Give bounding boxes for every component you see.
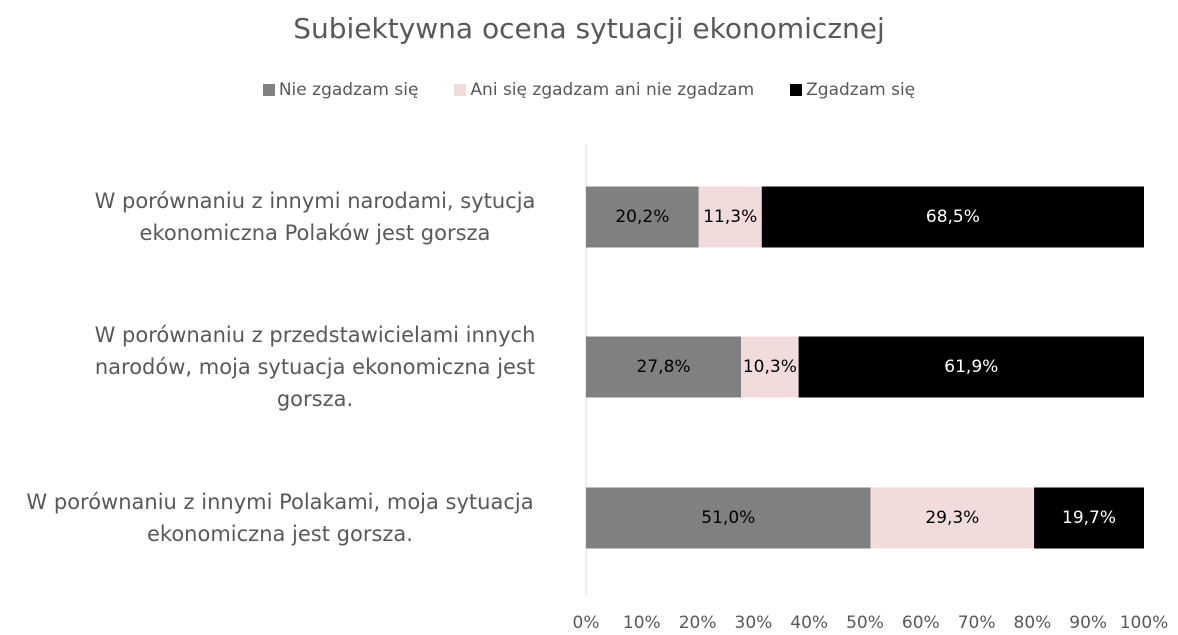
- data-label: 19,7%: [1062, 508, 1116, 528]
- category-label-box: W porównaniu z przedstawicielami innych …: [70, 319, 560, 415]
- bar-segment: [586, 487, 871, 549]
- category-label-box: W porównaniu z innymi narodami, sytucja …: [70, 185, 560, 249]
- data-label: 20,2%: [615, 207, 669, 227]
- legend: Nie zgadzam się Ani się zgadzam ani nie z…: [0, 80, 1178, 100]
- category-label: W porównaniu z innymi narodami, sytucja …: [94, 189, 536, 245]
- category-label: W porównaniu z innymi Polakami, moja syt…: [26, 490, 534, 546]
- data-label: 61,9%: [944, 357, 998, 377]
- category-label-box: W porównaniu z innymi Polakami, moja syt…: [0, 486, 560, 550]
- legend-item: Ani się zgadzam ani nie zgadzam: [454, 80, 754, 100]
- x-tick-label: 60%: [902, 613, 940, 633]
- x-tick-label: 40%: [790, 613, 828, 633]
- bar-segment: [698, 186, 762, 248]
- legend-label: Nie zgadzam się: [278, 80, 419, 100]
- legend-label: Zgadzam się: [806, 80, 916, 100]
- bar-segment: [741, 336, 799, 398]
- data-label: 68,5%: [926, 207, 980, 227]
- x-tick-label: 50%: [846, 613, 884, 633]
- data-label: 29,3%: [925, 508, 979, 528]
- x-tick-label: 30%: [735, 613, 773, 633]
- bar-segment: [586, 186, 699, 248]
- x-tick-label: 90%: [1069, 613, 1107, 633]
- legend-swatch: [790, 84, 803, 96]
- chart-title: Subiektywna ocena sytuacji ekonomicznej: [293, 12, 885, 45]
- data-label: 27,8%: [637, 357, 691, 377]
- bar-segment: [586, 336, 742, 398]
- x-tick-label: 0%: [573, 613, 600, 633]
- x-tick-label: 100%: [1120, 613, 1169, 633]
- category-label: W porównaniu z przedstawicielami innych …: [94, 323, 536, 411]
- x-tick-label: 80%: [1014, 613, 1052, 633]
- bar-segment: [1034, 487, 1144, 549]
- legend-item: Nie zgadzam się: [262, 80, 419, 100]
- legend-item: Zgadzam się: [790, 80, 915, 100]
- x-tick-label: 20%: [679, 613, 717, 633]
- legend-swatch: [262, 84, 275, 96]
- data-label: 11,3%: [703, 207, 757, 227]
- x-tick-label: 10%: [623, 613, 661, 633]
- data-label: 10,3%: [743, 357, 797, 377]
- legend-label: Ani się zgadzam ani nie zgadzam: [470, 80, 755, 100]
- data-label: 51,0%: [701, 508, 755, 528]
- bar-segment: [798, 336, 1144, 398]
- legend-swatch: [454, 84, 467, 96]
- bar-segment: [761, 186, 1144, 248]
- bar-segment: [870, 487, 1035, 549]
- x-tick-label: 70%: [958, 613, 996, 633]
